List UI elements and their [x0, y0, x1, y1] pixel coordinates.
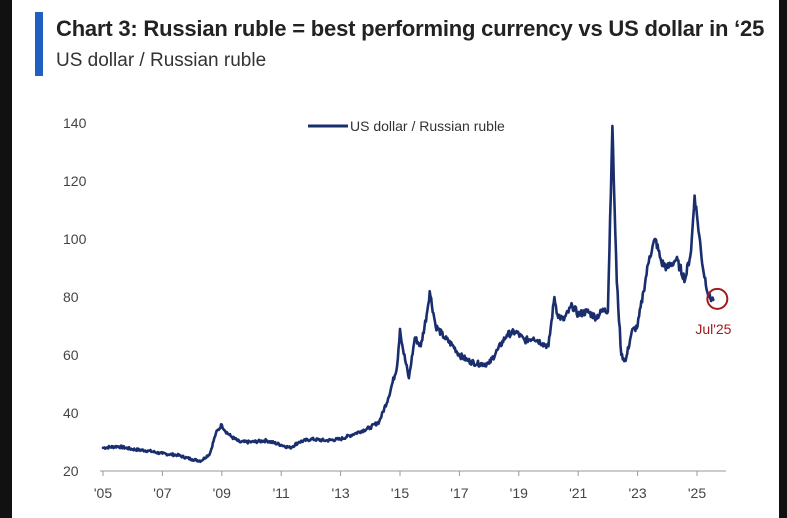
x-tick-label: '15: [391, 485, 409, 501]
x-tick-label: '09: [213, 485, 231, 501]
series-line-usd-rub: [101, 124, 715, 464]
x-tick-label: '13: [331, 485, 349, 501]
x-tick-label: '05: [94, 485, 112, 501]
y-tick-label: 120: [63, 173, 87, 189]
x-tick-label: '11: [273, 485, 290, 501]
left-border: [0, 0, 12, 518]
annotation-circle: [706, 287, 729, 310]
right-border: [779, 0, 787, 518]
y-tick-label: 100: [63, 231, 87, 247]
legend: US dollar / Russian ruble: [308, 118, 505, 134]
chart-title: Chart 3: Russian ruble = best performing…: [56, 16, 765, 41]
x-axis: '05 '07 '09 '11 '13 '15 '17 '19 '21 '23 '25: [94, 470, 726, 501]
x-tick-label: '21: [569, 485, 587, 501]
y-tick-label: 140: [63, 115, 87, 131]
plot-area: [101, 124, 715, 464]
y-axis: 140 120 100 80 60 40 20: [63, 115, 87, 479]
x-tick-label: '19: [510, 485, 528, 501]
y-tick-label: 80: [63, 289, 79, 305]
chart-subtitle: US dollar / Russian ruble: [56, 50, 267, 71]
x-tick-label: '17: [450, 485, 468, 501]
x-tick-label: '25: [688, 485, 706, 501]
accent-bar: [35, 12, 43, 76]
y-tick-label: 40: [63, 405, 79, 421]
y-tick-label: 60: [63, 347, 79, 363]
x-tick-label: '07: [153, 485, 171, 501]
legend-label: US dollar / Russian ruble: [350, 118, 505, 134]
annotation: Jul'25: [695, 287, 732, 337]
x-tick-label: '23: [628, 485, 646, 501]
y-tick-label: 20: [63, 463, 79, 479]
annotation-label: Jul'25: [695, 321, 731, 337]
